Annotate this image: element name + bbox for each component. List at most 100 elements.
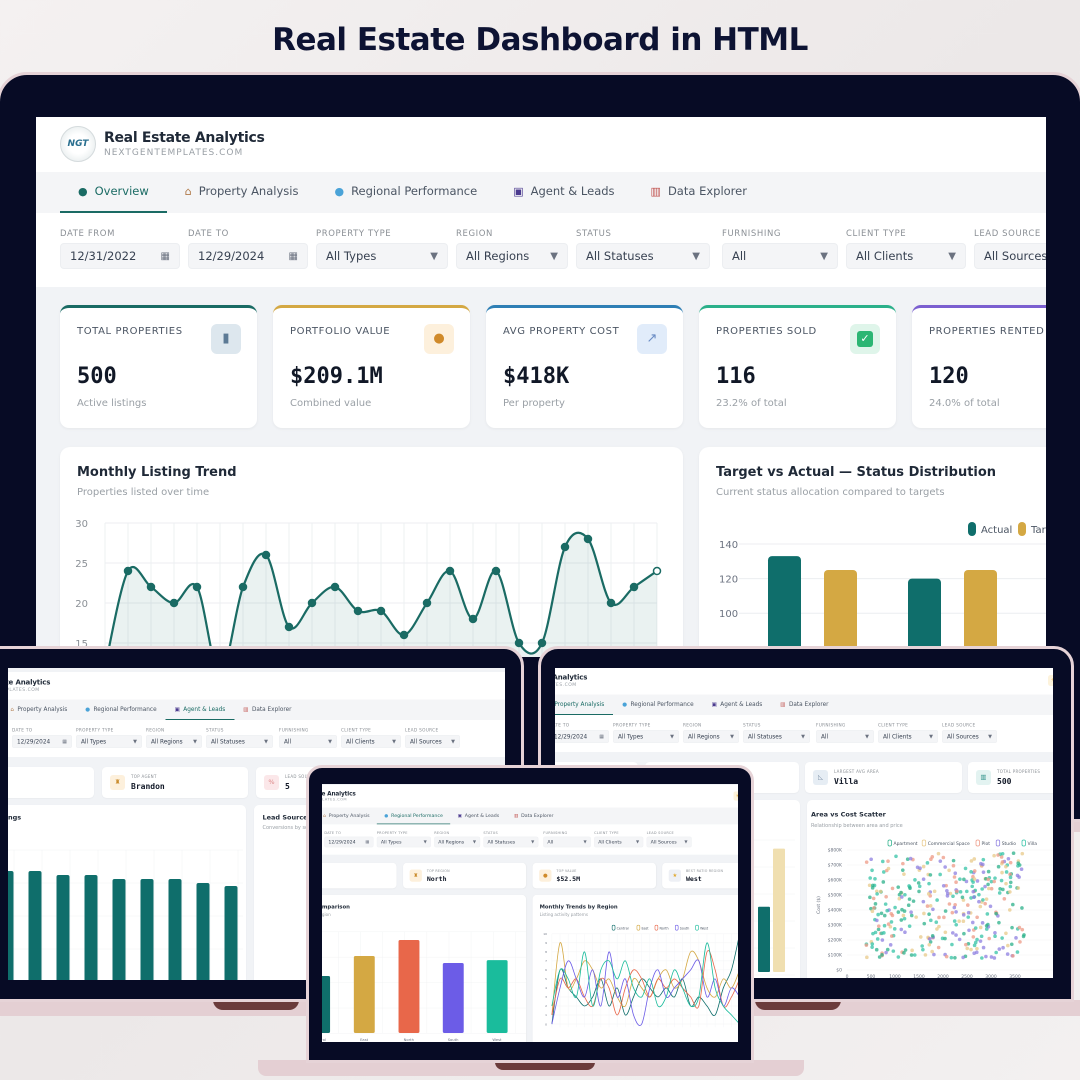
tab-agent-leads[interactable]: ▣ Agent & Leads: [703, 695, 772, 716]
legend-swatch: [695, 924, 699, 931]
scatter-point: [870, 868, 874, 873]
data-point: [238, 582, 248, 592]
client-type-select[interactable]: All Clients ▼: [846, 243, 966, 269]
tab-property-analysis[interactable]: ⌂Property Analysis: [322, 808, 377, 825]
lead-source-select[interactable]: All Sources▼: [974, 243, 1046, 269]
x-tick-label: 0: [846, 974, 849, 978]
bar-target: [824, 569, 857, 657]
tab-regional-performance[interactable]: ● Regional Performance: [613, 695, 702, 716]
lead-source-select[interactable]: All Sources▼: [646, 836, 692, 848]
theme-toggle-button[interactable]: ☀: [1048, 675, 1053, 686]
globe-icon: ●: [85, 706, 91, 713]
property-type-select[interactable]: All Types ▼: [613, 730, 679, 743]
region-select[interactable]: All Regions ▼: [434, 836, 481, 848]
furnishing-select[interactable]: All ▼: [722, 243, 838, 269]
target-vs-actual-chart: 140 120 100 Actual Target: [719, 522, 1046, 657]
caret-down-icon: ▼: [451, 738, 455, 745]
furnishing-select[interactable]: All ▼: [816, 730, 874, 743]
scatter-point: [943, 930, 948, 935]
scatter-point: [908, 856, 913, 861]
calendar-icon: ▦: [62, 738, 67, 745]
lead-source-select[interactable]: All Sources▼: [942, 730, 997, 743]
scatter-point: [910, 948, 914, 953]
region-select[interactable]: All Regions ▼: [683, 730, 739, 743]
scatter-point: [937, 924, 941, 929]
scatter-point: [886, 859, 890, 864]
tab-property-analysis[interactable]: ⌂Property Analysis: [167, 172, 317, 213]
property-type-select[interactable]: All Types ▼: [316, 243, 448, 269]
property-type-select[interactable]: All Types ▼: [376, 836, 431, 848]
date-to-input[interactable]: 12/29/2024 ▦: [12, 735, 72, 748]
x-tick-label: East: [360, 1038, 369, 1042]
kpi-value: 120: [929, 364, 969, 389]
y-tick-label: $600K: [828, 878, 843, 884]
scatter-point: [931, 907, 935, 912]
y-tick-label: 7: [545, 959, 547, 963]
scatter-point: [889, 934, 894, 938]
scatter-point: [913, 878, 917, 882]
tab-data-explorer[interactable]: ▥ Data Explorer: [771, 695, 837, 716]
kpi-total-properties: ▥ TOTAL PROPERTIES 500: [968, 762, 1053, 793]
client-type-select[interactable]: All Clients ▼: [594, 836, 644, 848]
region-filter: REGION All Regions ▼: [434, 831, 481, 855]
legend-swatch: [636, 924, 641, 931]
date-from-input[interactable]: 12/31/2022 ▦: [60, 243, 180, 269]
tab-agent-leads[interactable]: ▣ Agent & Leads: [165, 700, 235, 720]
scatter-point: [888, 943, 893, 947]
tab-regional-performance[interactable]: ● Regional Performance: [376, 808, 451, 825]
status-select[interactable]: All Statuses ▼: [483, 836, 539, 848]
lead-source-select[interactable]: All Sources▼: [405, 735, 460, 748]
scatter-point: [971, 935, 976, 939]
scatter-point: [901, 913, 906, 918]
tab-agent-leads[interactable]: ▣ Agent & Leads: [450, 808, 506, 825]
date-to-input[interactable]: 12/29/2024 ▦: [555, 730, 609, 743]
furnishing-select[interactable]: All ▼: [279, 735, 337, 748]
scatter-point: [1016, 886, 1021, 890]
scatter-point: [1014, 936, 1018, 940]
scatter-point: [970, 884, 975, 889]
status-select[interactable]: All Statuses ▼: [743, 730, 810, 743]
date-to-filter: DATE TO 12/29/2024 ▦: [555, 723, 609, 752]
trend-area: [107, 532, 657, 657]
scatter-point: [925, 861, 930, 865]
theme-toggle-button[interactable]: ☀: [733, 791, 738, 801]
scatter-point: [1017, 875, 1021, 879]
tab-overview[interactable]: ● Overview: [60, 172, 167, 213]
tab-data-explorer[interactable]: ▥ Data Explorer: [234, 700, 300, 721]
scatter-point: [921, 947, 925, 952]
scatter-point: [986, 882, 990, 887]
region-select[interactable]: All Regions ▼: [456, 243, 568, 269]
client-type-select[interactable]: All Clients ▼: [878, 730, 938, 743]
calendar-icon: ▦: [599, 733, 604, 740]
scatter-point: [927, 937, 932, 941]
status-select[interactable]: All Statuses ▼: [206, 735, 273, 748]
kpi-card: [8, 767, 94, 798]
furnishing-select[interactable]: All ▼: [543, 836, 591, 848]
dot-icon: ●: [78, 185, 88, 198]
scatter-point: [993, 876, 997, 880]
scatter-point: [989, 886, 994, 891]
status-select[interactable]: All Statuses ▼: [576, 243, 710, 269]
tab-label: Agent & Leads: [720, 700, 763, 708]
tab-data-explorer[interactable]: ▥ Data Explorer: [633, 172, 765, 213]
caret-down-icon: ▼: [820, 250, 828, 262]
tab-regional-performance[interactable]: ● Regional Performance: [316, 172, 495, 213]
filter-label: PROPERTY TYPE: [376, 830, 408, 836]
tab-property-analysis[interactable]: ⌂Property Analysis: [555, 695, 614, 715]
kpi-value: $418K: [503, 364, 570, 389]
tab-agent-leads[interactable]: ▣ Agent & Leads: [495, 172, 632, 213]
date-to-input[interactable]: 12/29/2024 ▦: [188, 243, 308, 269]
filter-label: LEAD SOURCE: [646, 830, 674, 836]
scatter-point: [900, 895, 904, 899]
tab-regional-performance[interactable]: ● Regional Performance: [76, 700, 165, 721]
region-select[interactable]: All Regions ▼: [146, 735, 202, 748]
tab-property-analysis[interactable]: ⌂Property Analysis: [8, 700, 76, 721]
tab-data-explorer[interactable]: ▥ Data Explorer: [507, 808, 561, 825]
client-type-select[interactable]: All Clients ▼: [341, 735, 401, 748]
kpi-label: TOP AGENT: [131, 774, 157, 780]
date-to-input[interactable]: 12/29/2024 ▦: [324, 836, 374, 848]
property-type-select[interactable]: All Types ▼: [76, 735, 142, 748]
scatter-point: [972, 857, 977, 861]
chart-title: Lead Source D: [262, 814, 316, 822]
